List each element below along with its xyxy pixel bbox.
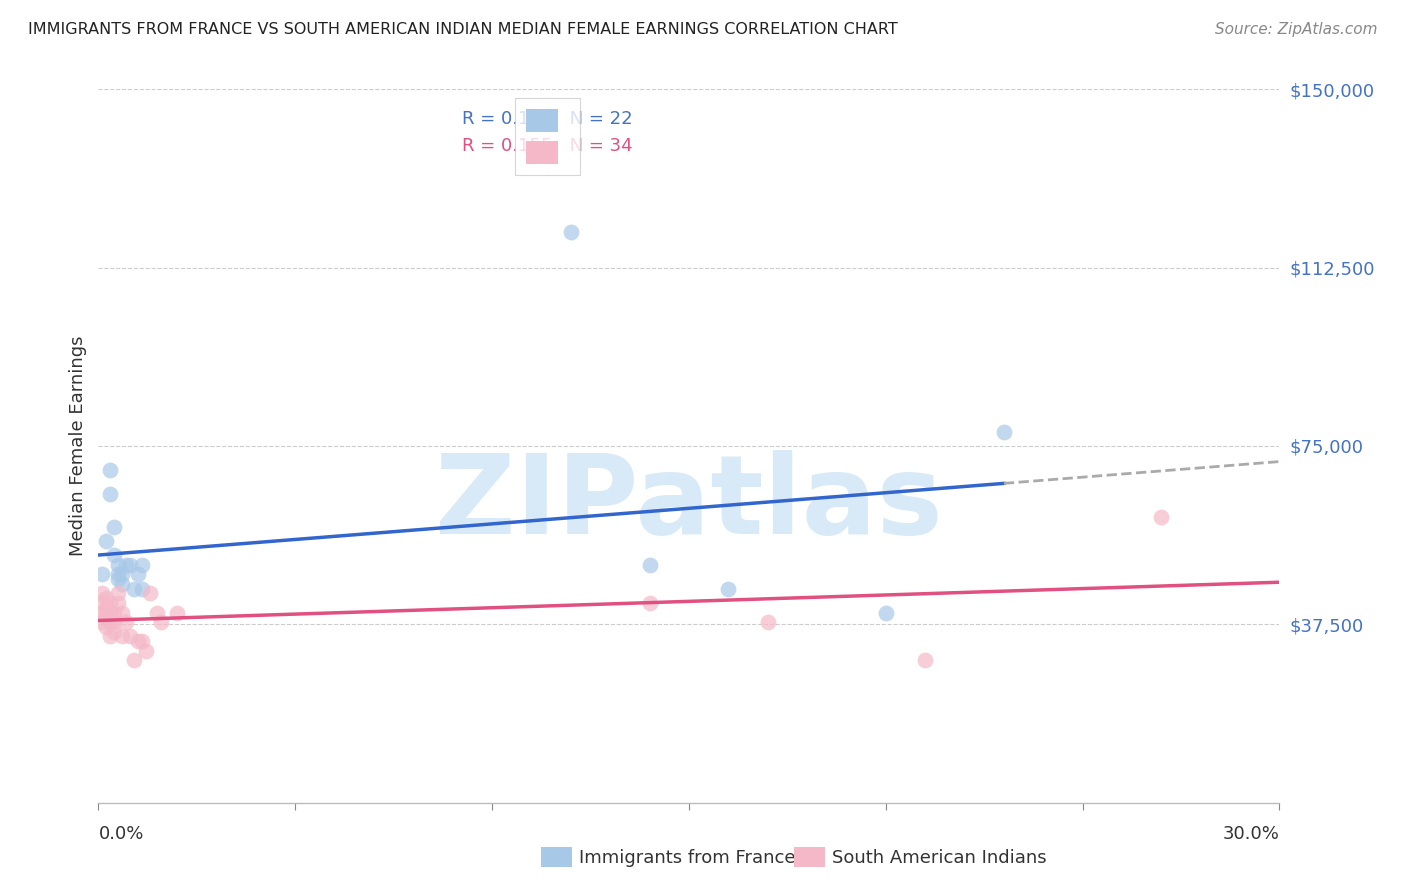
Point xyxy=(96,600,118,615)
Point xyxy=(122,582,145,596)
Point xyxy=(103,624,125,639)
Point xyxy=(96,610,118,624)
Point xyxy=(103,549,125,563)
Point xyxy=(560,225,582,239)
Legend: , : , xyxy=(515,98,579,176)
Text: R = 0.155   N = 34: R = 0.155 N = 34 xyxy=(463,137,633,155)
Point xyxy=(96,606,118,620)
Text: Source: ZipAtlas.com: Source: ZipAtlas.com xyxy=(1215,22,1378,37)
Point xyxy=(111,567,134,582)
Point xyxy=(135,643,157,657)
Point xyxy=(96,620,118,634)
Point xyxy=(111,577,134,591)
Point xyxy=(107,558,129,572)
Point xyxy=(127,634,149,648)
Text: IMMIGRANTS FROM FRANCE VS SOUTH AMERICAN INDIAN MEDIAN FEMALE EARNINGS CORRELATI: IMMIGRANTS FROM FRANCE VS SOUTH AMERICAN… xyxy=(28,22,898,37)
Text: South American Indians: South American Indians xyxy=(832,849,1047,867)
Point xyxy=(111,629,134,643)
Point xyxy=(96,591,118,606)
Point xyxy=(638,558,661,572)
Point xyxy=(107,567,129,582)
Point xyxy=(91,567,114,582)
Text: ZIPatlas: ZIPatlas xyxy=(434,450,943,557)
Point xyxy=(638,596,661,610)
Point xyxy=(91,596,114,610)
Point xyxy=(98,463,121,477)
Point xyxy=(96,534,118,549)
Point xyxy=(118,558,141,572)
Text: Immigrants from France: Immigrants from France xyxy=(579,849,796,867)
Point xyxy=(1150,510,1173,524)
Point xyxy=(118,629,141,643)
Point xyxy=(127,567,149,582)
Point xyxy=(131,558,153,572)
Point xyxy=(115,558,138,572)
Point xyxy=(875,606,897,620)
Point xyxy=(993,425,1015,439)
Point xyxy=(166,606,188,620)
Point xyxy=(138,586,160,600)
Point xyxy=(107,586,129,600)
Point xyxy=(122,653,145,667)
Text: R = 0.142   N = 22: R = 0.142 N = 22 xyxy=(463,111,633,128)
Text: 30.0%: 30.0% xyxy=(1223,825,1279,843)
Point xyxy=(756,615,779,629)
Point xyxy=(103,615,125,629)
Point xyxy=(131,634,153,648)
Point xyxy=(146,606,169,620)
Point xyxy=(98,615,121,629)
Point xyxy=(91,615,114,629)
Point xyxy=(150,615,173,629)
Y-axis label: Median Female Earnings: Median Female Earnings xyxy=(69,335,87,557)
Point xyxy=(914,653,936,667)
Point xyxy=(91,606,114,620)
Point xyxy=(103,520,125,534)
Text: 0.0%: 0.0% xyxy=(98,825,143,843)
Point xyxy=(98,629,121,643)
Point xyxy=(103,606,125,620)
Point xyxy=(107,596,129,610)
Point xyxy=(98,596,121,610)
Point xyxy=(98,606,121,620)
Point xyxy=(91,586,114,600)
Point xyxy=(115,615,138,629)
Point xyxy=(98,486,121,500)
Point xyxy=(717,582,740,596)
Point xyxy=(107,572,129,586)
Point xyxy=(131,582,153,596)
Point xyxy=(111,606,134,620)
